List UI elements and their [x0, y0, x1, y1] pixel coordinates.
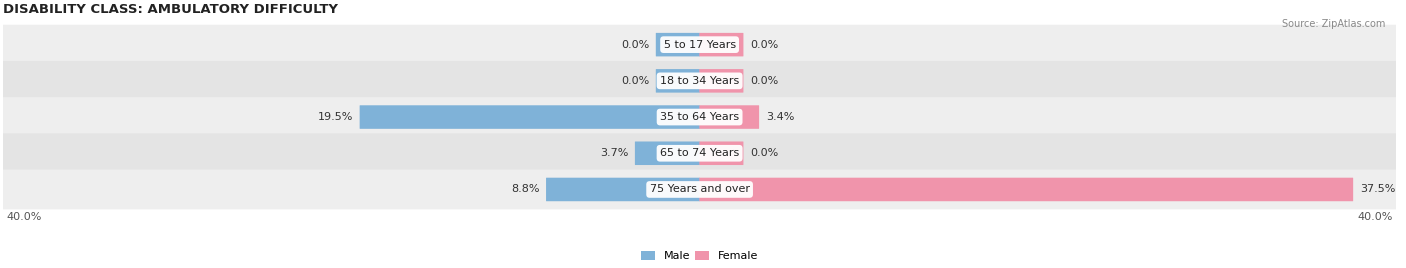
Text: 40.0%: 40.0% [6, 212, 42, 222]
FancyBboxPatch shape [1, 25, 1398, 65]
Text: 65 to 74 Years: 65 to 74 Years [659, 148, 740, 158]
FancyBboxPatch shape [1, 133, 1398, 173]
Text: 18 to 34 Years: 18 to 34 Years [659, 76, 740, 86]
Text: 3.4%: 3.4% [766, 112, 794, 122]
FancyBboxPatch shape [546, 178, 700, 201]
Text: 8.8%: 8.8% [510, 184, 540, 195]
FancyBboxPatch shape [1, 61, 1398, 101]
Text: 0.0%: 0.0% [751, 40, 779, 50]
Text: Source: ZipAtlas.com: Source: ZipAtlas.com [1281, 19, 1385, 29]
Text: 0.0%: 0.0% [751, 76, 779, 86]
FancyBboxPatch shape [655, 69, 700, 93]
Text: 35 to 64 Years: 35 to 64 Years [659, 112, 740, 122]
FancyBboxPatch shape [1, 97, 1398, 137]
FancyBboxPatch shape [655, 33, 700, 56]
Text: 5 to 17 Years: 5 to 17 Years [664, 40, 735, 50]
Text: 37.5%: 37.5% [1360, 184, 1395, 195]
FancyBboxPatch shape [636, 142, 700, 165]
Text: 3.7%: 3.7% [600, 148, 628, 158]
Text: 0.0%: 0.0% [621, 76, 650, 86]
FancyBboxPatch shape [699, 178, 1353, 201]
FancyBboxPatch shape [360, 105, 700, 129]
FancyBboxPatch shape [1, 170, 1398, 209]
FancyBboxPatch shape [699, 142, 744, 165]
Text: 75 Years and over: 75 Years and over [650, 184, 749, 195]
Text: 19.5%: 19.5% [318, 112, 353, 122]
FancyBboxPatch shape [699, 33, 744, 56]
Text: 40.0%: 40.0% [1358, 212, 1393, 222]
FancyBboxPatch shape [699, 105, 759, 129]
Legend: Male, Female: Male, Female [641, 251, 758, 261]
Text: 0.0%: 0.0% [621, 40, 650, 50]
Text: DISABILITY CLASS: AMBULATORY DIFFICULTY: DISABILITY CLASS: AMBULATORY DIFFICULTY [3, 3, 337, 16]
Text: 0.0%: 0.0% [751, 148, 779, 158]
FancyBboxPatch shape [699, 69, 744, 93]
